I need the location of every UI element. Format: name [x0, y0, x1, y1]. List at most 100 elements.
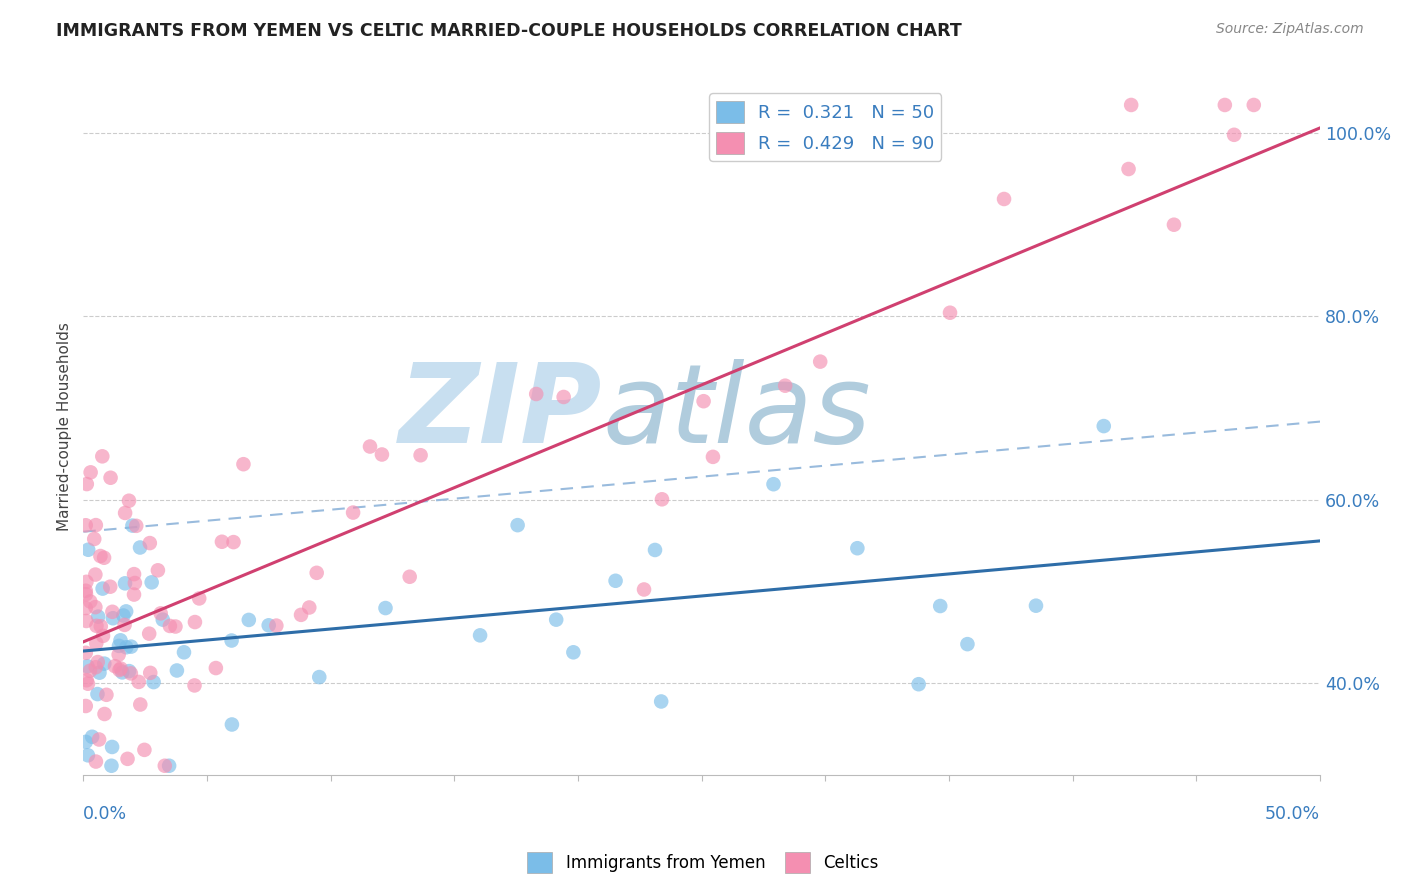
Point [86, 619, 108, 633]
Point [238, 613, 260, 627]
Point [305, 566, 328, 580]
Text: atlas: atlas [603, 359, 872, 466]
Point [205, 661, 228, 675]
Point [211, 534, 233, 549]
Point [84, 567, 107, 582]
Point [120, 640, 142, 654]
Point [562, 645, 585, 659]
Point [93, 657, 115, 671]
Text: ZIP: ZIP [399, 359, 603, 466]
Point [138, 626, 160, 640]
Point [773, 378, 796, 392]
Point [956, 637, 979, 651]
Y-axis label: Married-couple Households: Married-couple Households [58, 322, 72, 531]
Point [108, 663, 131, 677]
Point [762, 477, 785, 491]
Point [1118, 161, 1140, 176]
Point [76, 659, 98, 673]
Point [298, 600, 321, 615]
Point [79, 664, 101, 678]
Point [101, 611, 124, 625]
Text: 50.0%: 50.0% [1265, 805, 1320, 823]
Point [152, 613, 174, 627]
Point [76, 673, 98, 688]
Point [108, 639, 131, 653]
Point [650, 694, 672, 708]
Point [114, 506, 136, 520]
Point [409, 448, 432, 462]
Point [222, 535, 245, 549]
Point [84, 518, 107, 533]
Point [75, 735, 97, 749]
Point [91, 450, 114, 464]
Point [173, 645, 195, 659]
Point [149, 607, 172, 621]
Point [129, 698, 152, 712]
Point [115, 604, 138, 618]
Point [342, 506, 364, 520]
Point [77, 748, 100, 763]
Point [89, 549, 111, 563]
Text: IMMIGRANTS FROM YEMEN VS CELTIC MARRIED-COUPLE HOUSEHOLDS CORRELATION CHART: IMMIGRANTS FROM YEMEN VS CELTIC MARRIED-… [56, 22, 962, 40]
Point [506, 518, 529, 533]
Point [100, 758, 122, 772]
Point [75, 587, 97, 601]
Point [157, 758, 180, 772]
Point [644, 543, 666, 558]
Point [553, 390, 575, 404]
Point [359, 440, 381, 454]
Point [122, 567, 145, 582]
Point [374, 601, 396, 615]
Point [125, 518, 148, 533]
Point [101, 739, 124, 754]
Point [101, 605, 124, 619]
Point [183, 678, 205, 692]
Point [633, 582, 655, 597]
Point [846, 541, 869, 556]
Point [939, 306, 962, 320]
Point [266, 618, 288, 632]
Point [91, 582, 114, 596]
Point [398, 570, 420, 584]
Point [141, 575, 163, 590]
Point [165, 619, 187, 633]
Point [692, 394, 714, 409]
Point [808, 354, 831, 368]
Point [93, 706, 115, 721]
Point [107, 648, 129, 662]
Point [87, 732, 110, 747]
Point [75, 583, 97, 598]
Point [75, 698, 97, 713]
Point [110, 633, 132, 648]
Point [75, 646, 97, 660]
Point [75, 601, 97, 615]
Point [1163, 218, 1185, 232]
Point [166, 664, 188, 678]
Point [290, 607, 312, 622]
Point [993, 192, 1015, 206]
Point [139, 665, 162, 680]
Point [79, 594, 101, 608]
Point [257, 618, 280, 632]
Point [84, 660, 107, 674]
Point [1213, 98, 1236, 112]
Point [82, 730, 104, 744]
Point [90, 619, 112, 633]
Point [1092, 419, 1115, 434]
Point [159, 619, 181, 633]
Point [1121, 98, 1143, 112]
Point [1223, 128, 1246, 142]
Point [546, 613, 568, 627]
Point [232, 457, 254, 471]
Point [75, 574, 97, 589]
Point [142, 675, 165, 690]
Point [121, 518, 143, 533]
Legend: Immigrants from Yemen, Celtics: Immigrants from Yemen, Celtics [520, 846, 886, 880]
Point [100, 471, 122, 485]
Point [1243, 98, 1265, 112]
Point [83, 532, 105, 546]
Point [184, 615, 207, 629]
Point [371, 448, 394, 462]
Point [221, 717, 243, 731]
Point [84, 636, 107, 650]
